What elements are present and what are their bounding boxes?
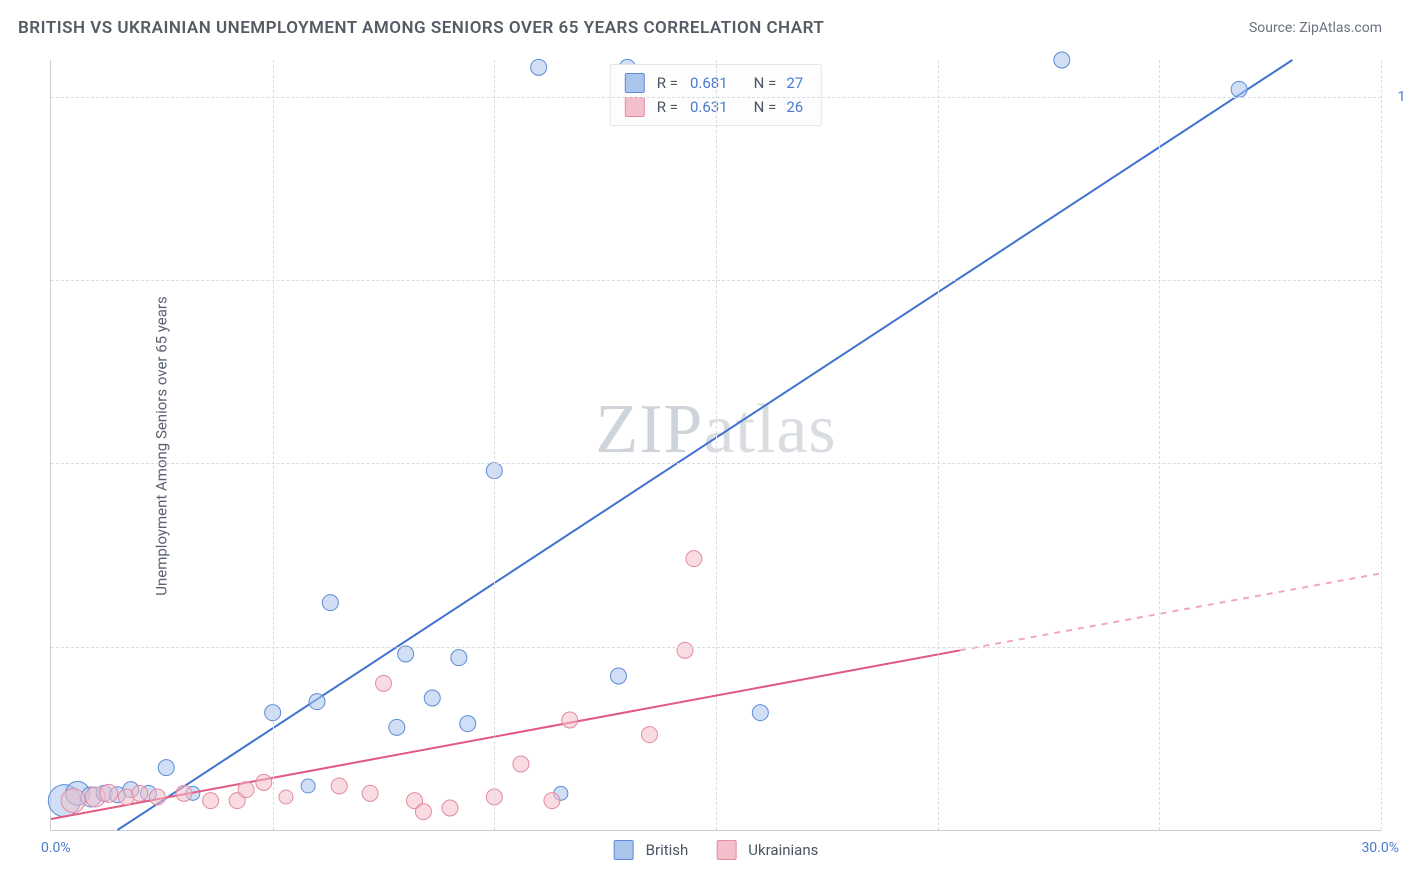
data-point [1231,81,1247,97]
data-point [376,675,392,691]
legend-n-value: 27 [786,71,803,95]
data-point [149,789,165,805]
series-legend-label: Ukrainians [748,841,818,859]
data-point [176,785,192,801]
data-point [158,760,174,776]
legend-r-value: 0.681 [690,71,728,95]
series-legend-item: Ukrainians [716,840,818,860]
data-point [362,785,378,801]
series-legend-item: British [614,840,689,860]
data-point [398,646,414,662]
chart-title: BRITISH VS UKRAINIAN UNEMPLOYMENT AMONG … [18,18,824,38]
data-point [203,793,219,809]
data-point [686,551,702,567]
legend-n-value: 26 [786,95,803,119]
data-point [415,804,431,820]
series-legend: British Ukrainians [614,840,819,860]
x-tick-max: 30.0% [1361,840,1399,856]
legend-n-label: N = [754,71,777,95]
data-point [1054,52,1070,68]
legend-swatch [716,840,736,860]
data-point [389,719,405,735]
plot-area: ZIPatlas R =0.681N =27R =0.631N =26 Brit… [50,60,1381,831]
data-point [61,789,85,813]
x-gridline [938,60,939,830]
legend-swatch [625,97,645,117]
data-point [309,694,325,710]
legend-r-label: R = [657,95,678,119]
data-point [513,756,529,772]
data-point [132,785,148,801]
data-point [442,800,458,816]
data-point [460,716,476,732]
legend-swatch [614,840,634,860]
data-point [752,705,768,721]
data-point [424,690,440,706]
data-point [610,668,626,684]
x-gridline [273,60,274,830]
x-gridline [1381,60,1382,830]
y-tick-label: 100.0% [1398,89,1406,105]
x-gridline [716,60,717,830]
legend-n-label: N = [754,95,777,119]
x-gridline [494,60,495,830]
data-point [531,59,547,75]
legend-r-label: R = [657,71,678,95]
data-point [322,595,338,611]
data-point [677,642,693,658]
legend-r-value: 0.631 [690,95,728,119]
data-point [642,727,658,743]
data-point [451,650,467,666]
data-point [100,784,118,802]
data-point [256,774,272,790]
data-point [544,793,560,809]
series-legend-label: British [646,841,689,859]
source-attribution: Source: ZipAtlas.com [1249,20,1382,36]
x-tick-min: 0.0% [41,840,71,856]
data-point [331,778,347,794]
trend-line [118,60,1293,830]
data-point [301,779,315,793]
trend-line-extension [960,573,1381,650]
data-point [562,712,578,728]
legend-swatch [625,73,645,93]
data-point [279,790,293,804]
data-point [238,782,254,798]
x-gridline [1159,60,1160,830]
